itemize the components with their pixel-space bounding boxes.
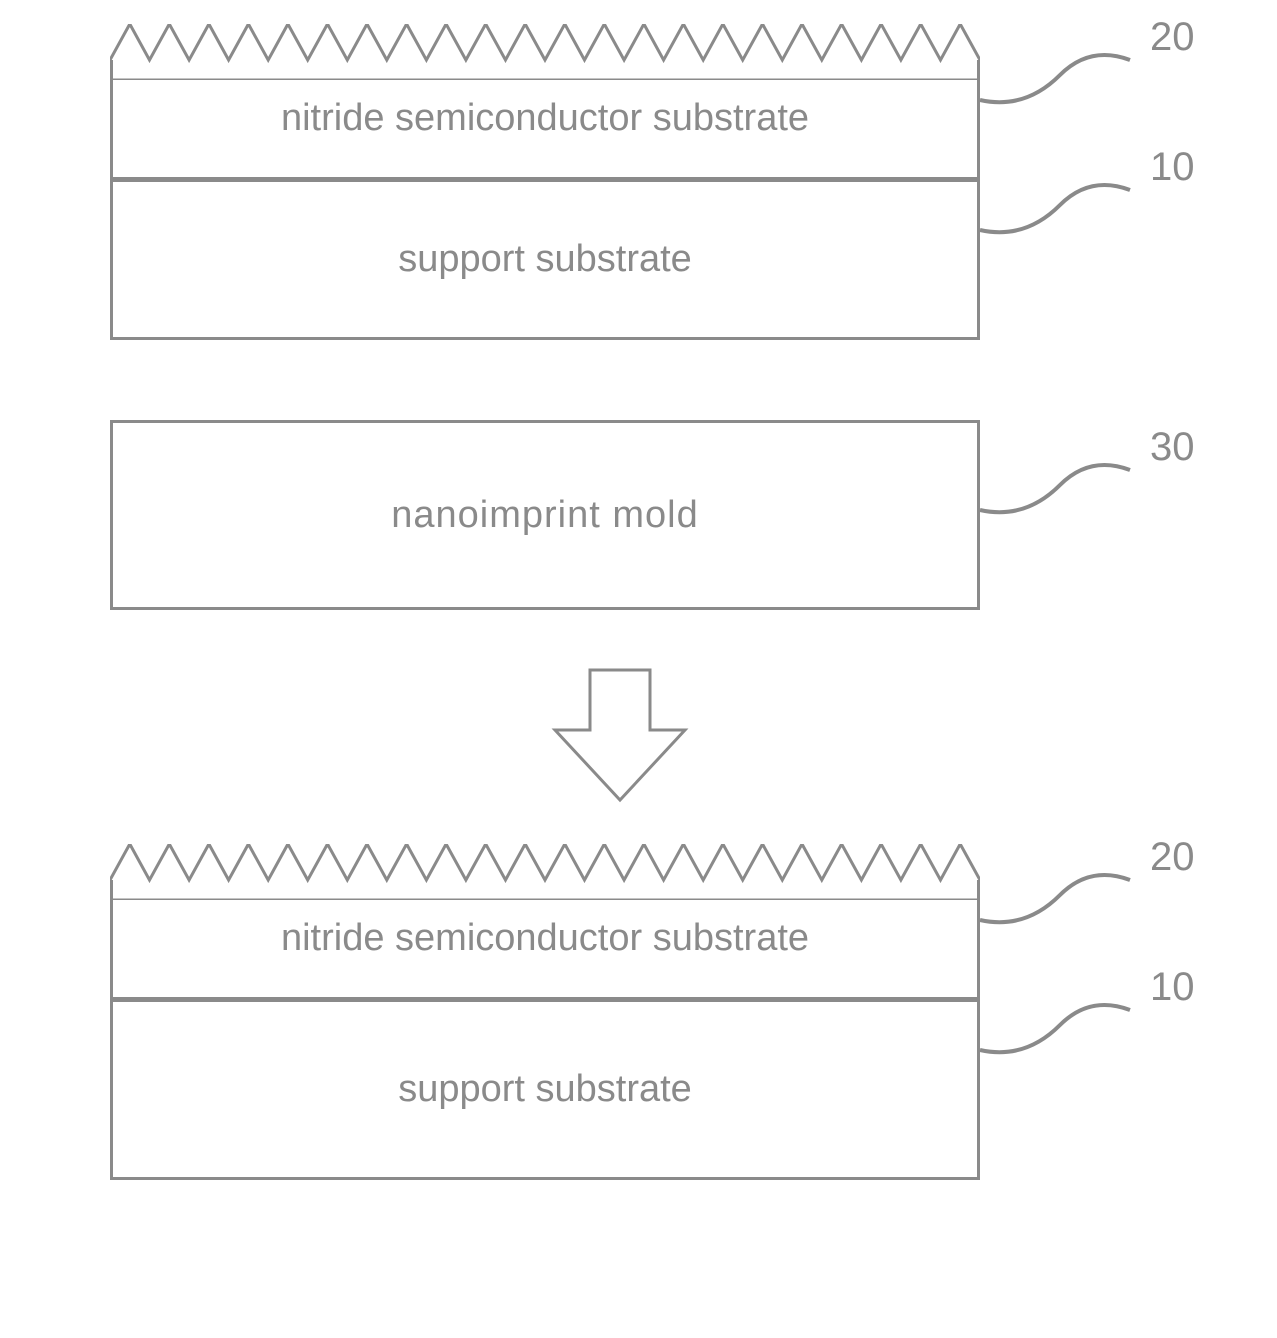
leader-top-20 bbox=[980, 40, 1150, 130]
refnum-top-20: 20 bbox=[1150, 15, 1195, 60]
leader-bottom-20 bbox=[980, 860, 1150, 950]
leader-top-10 bbox=[980, 170, 1150, 260]
refnum-mold-30: 30 bbox=[1150, 425, 1195, 470]
mold-label: nanoimprint mold bbox=[391, 494, 698, 537]
bottom-nitride-box: nitride semiconductor substrate bbox=[110, 880, 980, 1000]
top-support-label: support substrate bbox=[398, 238, 692, 281]
refnum-bottom-20: 20 bbox=[1150, 835, 1195, 880]
refnum-top-10: 10 bbox=[1150, 145, 1195, 190]
refnum-bottom-10: 10 bbox=[1150, 965, 1195, 1010]
mold-box: nanoimprint mold bbox=[110, 420, 980, 610]
bottom-support-label: support substrate bbox=[398, 1068, 692, 1111]
top-nitride-box: nitride semiconductor substrate bbox=[110, 60, 980, 180]
top-nitride-label: nitride semiconductor substrate bbox=[281, 97, 809, 140]
leader-bottom-10 bbox=[980, 990, 1150, 1080]
process-arrow bbox=[545, 660, 695, 815]
bottom-nitride-label: nitride semiconductor substrate bbox=[281, 917, 809, 960]
bottom-support-box: support substrate bbox=[110, 1000, 980, 1180]
top-support-box: support substrate bbox=[110, 180, 980, 340]
leader-mold-30 bbox=[980, 450, 1150, 540]
down-arrow-icon bbox=[545, 660, 695, 810]
